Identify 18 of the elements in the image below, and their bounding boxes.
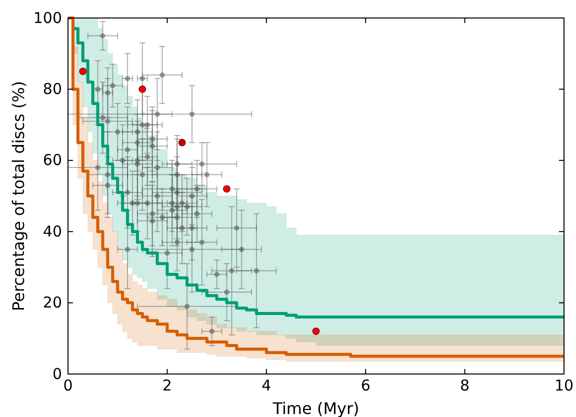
- x-tick-label: 8: [460, 376, 470, 395]
- y-axis-title: Percentage of total discs (%): [9, 80, 28, 312]
- y-tick-label: 20: [42, 294, 62, 312]
- y-tick-label: 0: [52, 364, 62, 383]
- x-tick-label: 2: [162, 376, 172, 395]
- y-tick-label: 80: [42, 80, 62, 98]
- y-tick-label: 100: [33, 8, 62, 27]
- point: [312, 328, 320, 335]
- point: [79, 68, 87, 76]
- point: [138, 86, 146, 93]
- y-tick-label: 60: [42, 151, 62, 170]
- point: [223, 185, 230, 193]
- x-axis-title: Time (Myr): [272, 399, 360, 417]
- x-tick-label: 10: [554, 376, 574, 395]
- x-tick-label: 6: [360, 376, 370, 395]
- point: [178, 138, 186, 146]
- y-tick-label: 40: [42, 222, 62, 240]
- x-tick-label: 4: [262, 376, 272, 395]
